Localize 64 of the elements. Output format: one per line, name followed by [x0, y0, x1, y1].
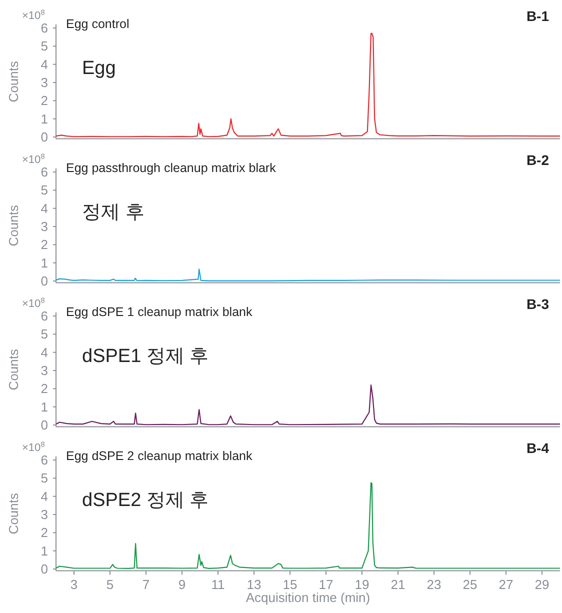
y-tick-label: 6 [40, 308, 48, 324]
text: B-2 [526, 152, 550, 168]
x-tick-label: 5 [106, 576, 114, 592]
text: ×10$^{8}$ [22, 152, 45, 166]
x-tick-label: 23 [426, 576, 442, 592]
y-tick-label: 0 [40, 130, 48, 145]
text: ×10$^{8}$ [22, 8, 45, 22]
y-tick-label: 1 [40, 543, 48, 558]
y-axis-title: Counts [6, 492, 21, 534]
x-tick-label: 13 [246, 576, 262, 592]
y-tick-label: 5 [40, 182, 48, 198]
text: B-1 [526, 8, 550, 24]
y-tick-label: 1 [40, 111, 48, 126]
line-series [55, 482, 561, 569]
chart-title: Egg dSPE 1 cleanup matrix blank [66, 305, 253, 319]
y-tick-label: 2 [40, 525, 48, 540]
x-axis-title: Acquisition time (min) [246, 590, 370, 605]
annotation: dSPE2 정제 후 [82, 490, 209, 511]
y-tick-label: 2 [40, 237, 48, 252]
y-tick-label: 0 [40, 418, 48, 433]
x-tick-label: 27 [498, 576, 514, 592]
text: ×10$^{8}$ [22, 296, 45, 310]
y-tick-label: 2 [40, 381, 48, 396]
text: ×10$^{8}$ [22, 440, 45, 454]
y-tick-label: 2 [40, 93, 48, 108]
y-tick-label: 1 [40, 255, 48, 270]
y-tick-label: 5 [40, 470, 48, 486]
y-tick-label: 3 [40, 75, 48, 90]
y-axis-title: Counts [6, 348, 21, 390]
x-tick-label: 3 [70, 576, 78, 592]
y-tick-label: 4 [40, 200, 48, 216]
annotation: 정제 후 [82, 202, 144, 223]
y-tick-label: 0 [40, 562, 48, 577]
x-tick-label: 17 [318, 576, 334, 592]
y-axis-title: Counts [6, 204, 21, 246]
chart-title: Egg dSPE 2 cleanup matrix blank [66, 449, 253, 463]
y-tick-label: 4 [40, 56, 48, 72]
y-tick-label: 4 [40, 488, 48, 504]
y-tick-label: 4 [40, 344, 48, 360]
x-tick-label: 29 [534, 576, 550, 592]
annotation: dSPE1 정제 후 [82, 346, 209, 367]
x-tick-label: 25 [462, 576, 478, 592]
y-tick-label: 0 [40, 274, 48, 289]
y-tick-label: 5 [40, 38, 48, 54]
chart-title: Egg control [66, 17, 130, 31]
chart-title: Egg passthrough cleanup matrix blark [66, 161, 277, 175]
text: B-3 [526, 296, 550, 312]
text: B-4 [526, 440, 550, 456]
annotation: Egg [82, 58, 116, 79]
y-tick-label: 1 [40, 399, 48, 414]
y-tick-label: 6 [40, 452, 48, 468]
y-tick-label: 6 [40, 164, 48, 180]
y-tick-label: 6 [40, 20, 48, 36]
x-tick-label: 11 [211, 576, 225, 592]
y-tick-label: 5 [40, 326, 48, 342]
x-tick-label: 15 [282, 576, 298, 592]
y-tick-label: 3 [40, 507, 48, 522]
x-tick-label: 19 [354, 576, 370, 592]
y-tick-label: 3 [40, 363, 48, 378]
x-tick-label: 9 [178, 576, 186, 592]
x-tick-label: 7 [142, 576, 150, 592]
y-tick-label: 3 [40, 219, 48, 234]
x-tick-label: 21 [390, 576, 406, 592]
y-axis-title: Counts [6, 60, 21, 102]
